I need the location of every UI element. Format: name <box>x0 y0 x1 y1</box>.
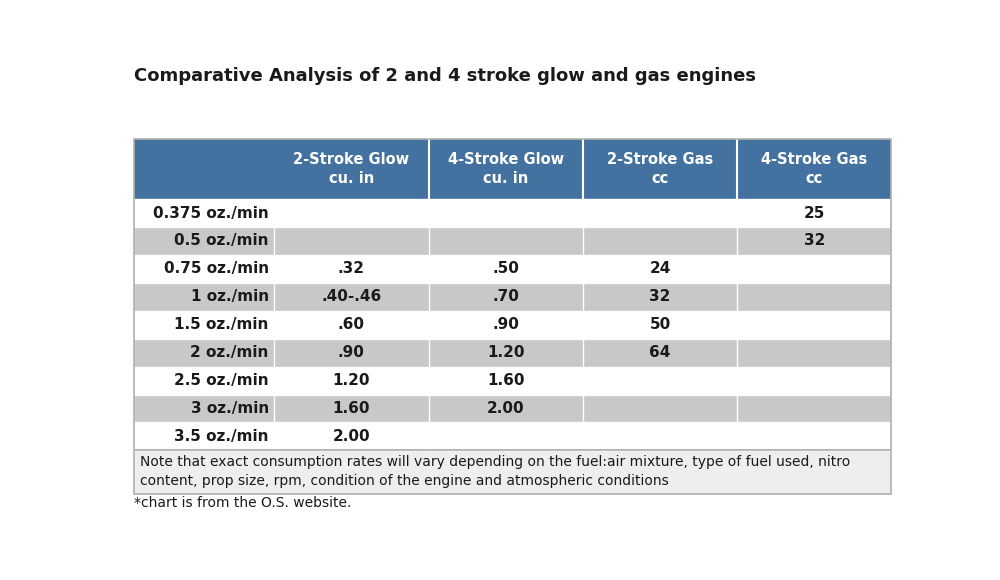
Bar <box>583 367 737 394</box>
Bar <box>274 339 429 367</box>
Bar <box>134 139 891 450</box>
Text: 1.20: 1.20 <box>333 373 370 388</box>
Bar <box>134 311 274 339</box>
Bar <box>737 367 891 394</box>
Text: 1.20: 1.20 <box>487 345 524 360</box>
Bar <box>134 339 274 367</box>
Text: *chart is from the O.S. website.: *chart is from the O.S. website. <box>134 496 352 510</box>
Bar <box>274 227 429 255</box>
Bar <box>274 199 429 227</box>
Bar <box>274 311 429 339</box>
Bar <box>134 255 274 283</box>
Bar <box>274 367 429 394</box>
Bar <box>737 394 891 422</box>
Bar <box>583 283 737 311</box>
Bar <box>429 394 583 422</box>
Text: 32: 32 <box>649 289 671 304</box>
Bar <box>737 422 891 450</box>
Bar <box>274 139 429 199</box>
Text: .90: .90 <box>492 317 519 332</box>
Bar <box>737 311 891 339</box>
Text: 1.60: 1.60 <box>333 401 370 416</box>
Bar <box>737 283 891 311</box>
Bar <box>134 367 274 394</box>
Text: .32: .32 <box>338 262 365 277</box>
Bar <box>134 139 274 199</box>
Text: 64: 64 <box>649 345 671 360</box>
Bar <box>274 394 429 422</box>
Text: 3.5 oz./min: 3.5 oz./min <box>174 429 269 444</box>
Text: Comparative Analysis of 2 and 4 stroke glow and gas engines: Comparative Analysis of 2 and 4 stroke g… <box>134 67 756 85</box>
Bar <box>429 255 583 283</box>
Bar <box>429 199 583 227</box>
Bar <box>737 199 891 227</box>
Text: 25: 25 <box>804 205 825 220</box>
Bar <box>583 311 737 339</box>
Text: 50: 50 <box>649 317 671 332</box>
Bar <box>583 339 737 367</box>
Text: 32: 32 <box>804 234 825 248</box>
Text: 2-Stroke Glow
cu. in: 2-Stroke Glow cu. in <box>293 151 409 186</box>
Text: 24: 24 <box>649 262 671 277</box>
Text: 3 oz./min: 3 oz./min <box>191 401 269 416</box>
Bar <box>134 227 274 255</box>
Text: 2.5 oz./min: 2.5 oz./min <box>174 373 269 388</box>
Text: 2.00: 2.00 <box>333 429 370 444</box>
Text: .40-.46: .40-.46 <box>321 289 382 304</box>
Bar <box>583 394 737 422</box>
Bar <box>737 139 891 199</box>
Bar <box>429 311 583 339</box>
Text: 0.5 oz./min: 0.5 oz./min <box>174 234 269 248</box>
Bar <box>583 139 737 199</box>
Bar <box>274 255 429 283</box>
Bar <box>583 422 737 450</box>
Text: .50: .50 <box>492 262 519 277</box>
Text: 1.5 oz./min: 1.5 oz./min <box>174 317 269 332</box>
Bar <box>134 199 274 227</box>
Bar <box>134 394 274 422</box>
Text: 4-Stroke Glow
cu. in: 4-Stroke Glow cu. in <box>448 151 564 186</box>
Bar <box>583 199 737 227</box>
Bar <box>737 227 891 255</box>
Bar <box>429 283 583 311</box>
Text: Note that exact consumption rates will vary depending on the fuel:air mixture, t: Note that exact consumption rates will v… <box>140 455 851 488</box>
Text: 0.375 oz./min: 0.375 oz./min <box>153 205 269 220</box>
Text: 1.60: 1.60 <box>487 373 524 388</box>
Bar <box>429 139 583 199</box>
Text: .60: .60 <box>338 317 365 332</box>
Text: 1 oz./min: 1 oz./min <box>191 289 269 304</box>
Bar <box>134 283 274 311</box>
Text: .90: .90 <box>338 345 365 360</box>
Bar <box>737 255 891 283</box>
Bar <box>134 422 274 450</box>
Bar <box>429 367 583 394</box>
Text: 2.00: 2.00 <box>487 401 525 416</box>
Bar <box>429 422 583 450</box>
Text: 2-Stroke Gas
cc: 2-Stroke Gas cc <box>607 151 713 186</box>
Text: 4-Stroke Gas
cc: 4-Stroke Gas cc <box>761 151 867 186</box>
Bar <box>583 227 737 255</box>
Bar <box>737 339 891 367</box>
Text: 2 oz./min: 2 oz./min <box>190 345 269 360</box>
Text: 0.75 oz./min: 0.75 oz./min <box>164 262 269 277</box>
Text: .70: .70 <box>492 289 519 304</box>
Bar <box>274 422 429 450</box>
Bar <box>429 339 583 367</box>
Bar <box>274 283 429 311</box>
Bar <box>583 255 737 283</box>
Bar <box>134 450 891 494</box>
Bar <box>429 227 583 255</box>
